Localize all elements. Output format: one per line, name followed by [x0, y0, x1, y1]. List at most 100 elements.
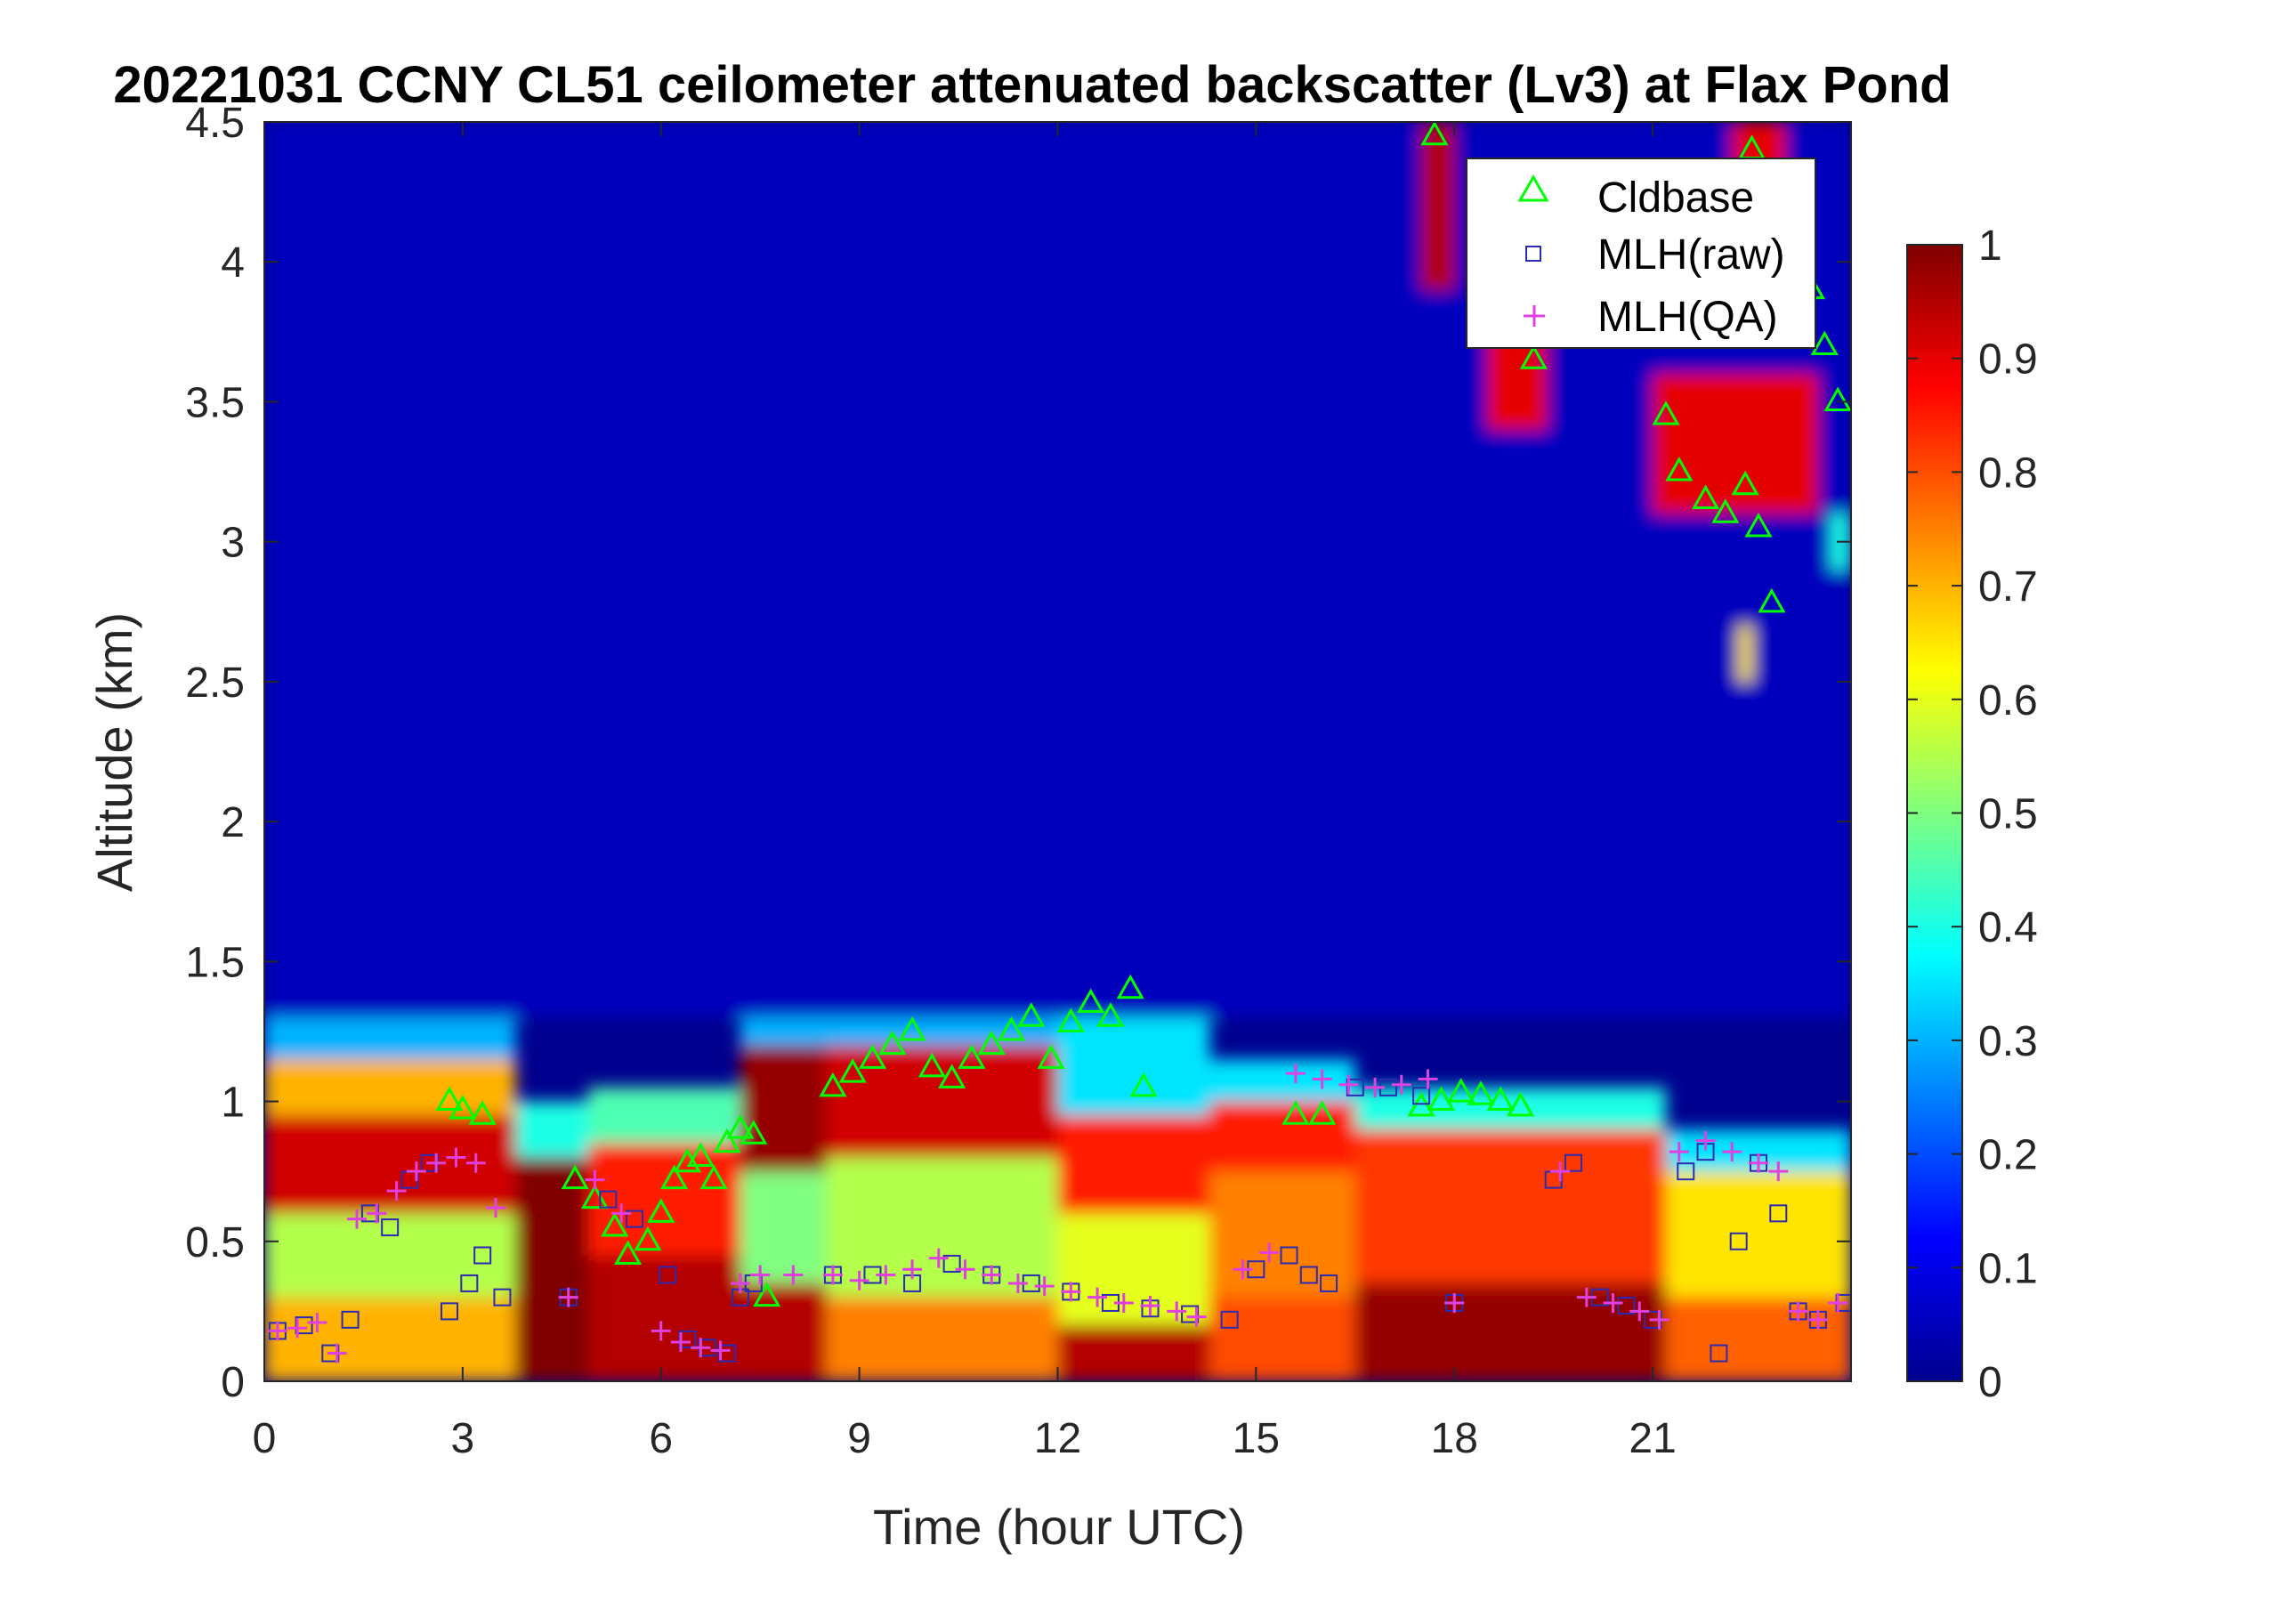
- mlh-qa-marker: [1087, 1287, 1108, 1307]
- mlh-raw-marker: [1729, 1232, 1748, 1250]
- heat-cell: [1057, 1325, 1210, 1381]
- cldbase-marker: [1129, 1072, 1158, 1097]
- cldbase-marker: [1096, 1002, 1125, 1027]
- chart-title: 20221031 CCNY CL51 ceilometer attenuated…: [113, 56, 1951, 114]
- cldbase-marker: [1519, 344, 1548, 369]
- cldbase-marker: [1056, 1007, 1085, 1033]
- colorbar-tick-label: 0.9: [1978, 336, 2038, 384]
- mlh-qa-marker: [1603, 1292, 1623, 1313]
- mlh-qa-marker: [750, 1265, 771, 1285]
- cldbase-marker: [838, 1058, 867, 1083]
- cldbase-marker: [699, 1164, 728, 1190]
- mlh-qa-marker: [1007, 1273, 1028, 1293]
- heat-cell: [515, 1157, 589, 1381]
- cldbase-marker: [647, 1198, 675, 1223]
- cldbase-marker: [918, 1052, 946, 1078]
- cldbase-marker: [614, 1240, 643, 1265]
- cldbase-marker: [1281, 1100, 1310, 1125]
- mlh-qa-marker: [267, 1321, 287, 1341]
- colorbar-tick-label: 0: [1978, 1359, 2002, 1406]
- cldbase-marker: [468, 1100, 497, 1125]
- mlh-qa-marker: [1807, 1309, 1828, 1330]
- legend-label-mlh-qa: MLH(QA): [1597, 294, 1778, 341]
- mlh-qa-marker: [730, 1273, 750, 1293]
- cldbase-marker: [449, 1094, 477, 1120]
- data-markers: [267, 122, 1851, 1363]
- mlh-qa-marker: [1365, 1077, 1386, 1097]
- y-tick-label: 2: [221, 799, 245, 846]
- mlh-qa-marker: [982, 1265, 1002, 1285]
- heat-cell: [826, 1297, 1058, 1381]
- cldbase-marker: [1037, 1044, 1065, 1069]
- mlh-qa-marker: [1061, 1282, 1081, 1302]
- x-tick-label: 18: [1431, 1415, 1478, 1462]
- mlh-qa-marker: [1576, 1287, 1597, 1307]
- mlh-raw-marker: [626, 1210, 644, 1228]
- heat-cell: [1209, 1101, 1355, 1172]
- colorbar-tick-label: 0.4: [1978, 904, 2038, 951]
- cldbase-marker: [1077, 988, 1105, 1013]
- mlh-raw-marker: [341, 1310, 360, 1329]
- cldbase-marker: [1711, 498, 1740, 523]
- colorbar-tick-label: 0.7: [1978, 563, 2038, 611]
- mlh-qa-marker: [327, 1343, 347, 1363]
- heat-cell: [740, 1171, 827, 1283]
- mlh-qa-marker: [1418, 1069, 1438, 1089]
- y-tick-label: 4: [221, 239, 245, 287]
- cldbase-marker: [997, 1015, 1026, 1041]
- heat-cell: [826, 1045, 1058, 1158]
- cldbase-marker: [1308, 1100, 1337, 1125]
- y-axis-title: Altitude (km): [86, 612, 142, 892]
- heat-cell: [588, 1087, 740, 1144]
- mlh-qa-marker: [465, 1153, 486, 1173]
- y-tick-label: 4.5: [185, 100, 245, 147]
- heat-cell: [740, 1045, 827, 1172]
- x-tick-label: 6: [649, 1415, 673, 1462]
- cldbase-marker: [1758, 587, 1786, 613]
- y-tick-label: 2.5: [185, 659, 245, 707]
- legend-label-cldbase: Cldbase: [1597, 174, 1754, 222]
- y-tick-label: 3.5: [185, 379, 245, 426]
- mlh-qa-marker: [386, 1181, 407, 1202]
- colorbar-tick-label: 0.1: [1978, 1245, 2038, 1292]
- mlh-qa-marker: [1233, 1259, 1253, 1280]
- y-tick-label: 1: [221, 1080, 245, 1127]
- mlh-qa-marker: [558, 1287, 578, 1307]
- heat-cell: [1209, 1171, 1355, 1298]
- mlh-raw-marker: [599, 1190, 618, 1209]
- heat-cell: [588, 1143, 740, 1256]
- cldbase-marker: [958, 1044, 986, 1069]
- mlh-raw-marker: [295, 1316, 313, 1335]
- mlh-qa-marker: [1748, 1153, 1768, 1173]
- cldbase-marker: [1427, 1086, 1455, 1112]
- legend-item-mlh-raw: MLH(raw): [1525, 231, 1785, 279]
- mlh-raw-marker: [1220, 1310, 1239, 1329]
- cldbase-marker: [686, 1142, 715, 1167]
- heat-cell: [1665, 1171, 1851, 1298]
- heat-cell: [1421, 122, 1455, 290]
- cldbase-marker: [753, 1282, 781, 1307]
- colorbar-ticks: 0 0.1 0.2 0.3 0.4 0.5 0.6 0.7 0.8 0.9 1: [1907, 222, 2038, 1406]
- legend-square-marker: [1525, 246, 1541, 262]
- mlh-qa-marker: [1649, 1309, 1669, 1330]
- cldbase-marker: [1467, 1080, 1495, 1105]
- mlh-qa-marker: [406, 1161, 426, 1182]
- x-tick-label: 3: [451, 1415, 475, 1462]
- mlh-raw-marker: [942, 1254, 961, 1273]
- legend-item-cldbase: Cldbase: [1517, 174, 1754, 222]
- mlh-raw-marker: [1617, 1297, 1636, 1315]
- mlh-qa-marker: [1444, 1292, 1465, 1313]
- mlh-qa-marker: [671, 1331, 691, 1352]
- cldbase-marker: [726, 1113, 755, 1139]
- mlh-qa-marker: [1186, 1307, 1207, 1327]
- mlh-qa-marker: [1768, 1161, 1789, 1182]
- mlh-raw-marker: [473, 1246, 492, 1265]
- mlh-qa-marker: [486, 1198, 506, 1218]
- heat-cell: [1209, 1297, 1355, 1381]
- cldbase-marker: [561, 1164, 589, 1190]
- mlh-qa-marker: [1391, 1074, 1411, 1095]
- legend-triangle-marker: [1517, 174, 1549, 202]
- legend-plus-marker: [1524, 305, 1545, 327]
- cldbase-marker: [660, 1164, 689, 1190]
- heat-cell: [264, 1059, 516, 1116]
